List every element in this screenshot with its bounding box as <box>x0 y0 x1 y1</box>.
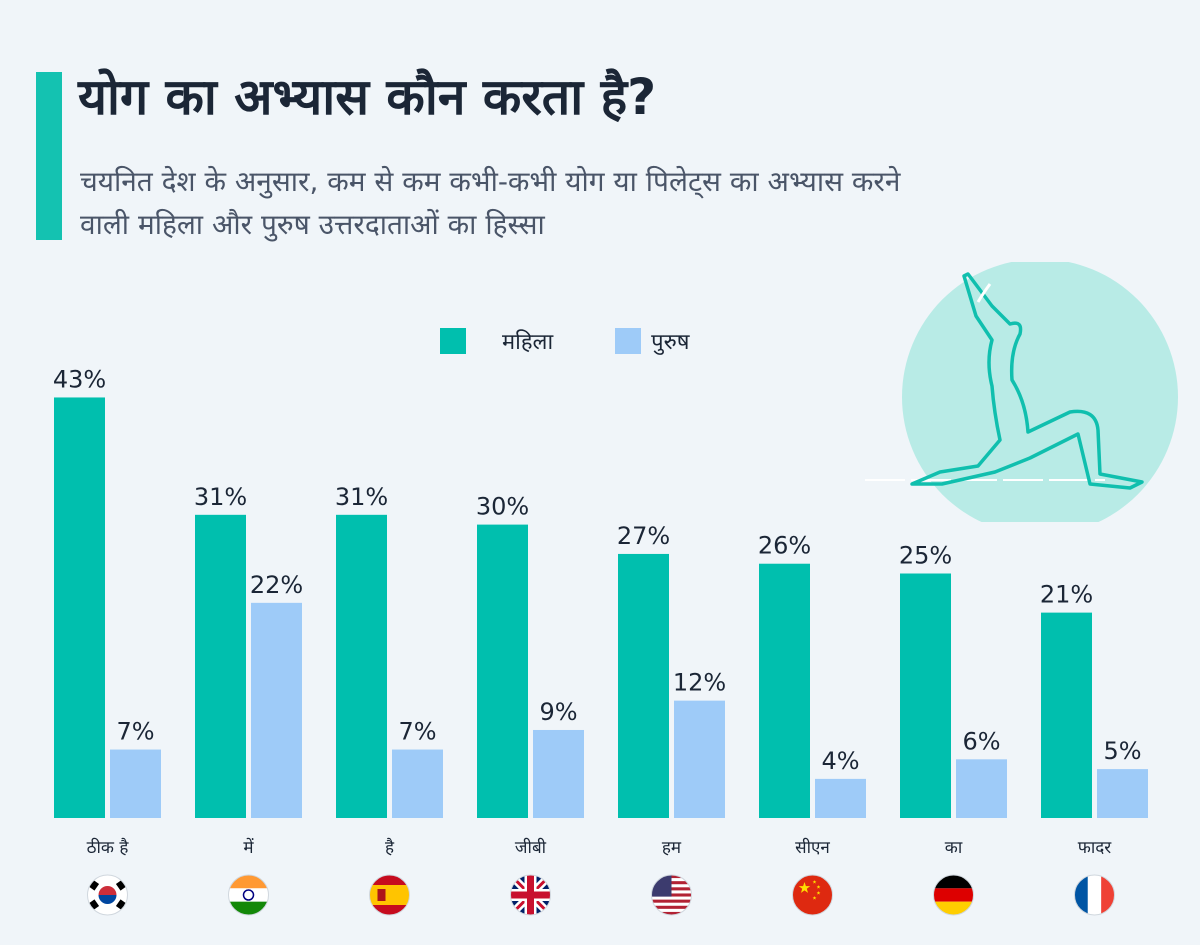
yoga-illustration <box>865 262 1178 522</box>
chart-title: योग का अभ्यास कौन करता है? <box>78 68 657 126</box>
accent-bar <box>36 72 62 240</box>
data-label-men-5: 4% <box>821 747 859 775</box>
bar-women-7 <box>1041 612 1092 818</box>
bar-men-3 <box>533 729 584 818</box>
illustration-circle <box>902 262 1178 522</box>
bar-women-6 <box>900 573 951 818</box>
legend-item-women: महिला <box>440 326 553 356</box>
spain-flag-icon <box>369 874 410 916</box>
category-label-6: का <box>945 838 963 858</box>
category-label-3: जीबी <box>515 837 547 858</box>
bar-men-0 <box>110 749 161 818</box>
germany-flag-icon <box>933 874 974 916</box>
bar-men-6 <box>956 759 1007 818</box>
data-label-men-4: 12% <box>673 669 726 697</box>
bar-women-2 <box>336 514 387 818</box>
data-label-men-6: 6% <box>962 727 1000 755</box>
bar-women-5 <box>759 563 810 818</box>
category-label-1: में <box>243 837 254 858</box>
data-label-men-0: 7% <box>116 718 154 746</box>
yoga-figure <box>910 272 1144 490</box>
legend-label-women: महिला <box>502 330 554 355</box>
data-label-men-1: 22% <box>250 571 303 599</box>
data-label-women-0: 43% <box>53 365 106 393</box>
data-label-women-1: 31% <box>194 483 247 511</box>
data-label-women-4: 27% <box>617 522 670 550</box>
bar-women-1 <box>195 514 246 818</box>
uk-flag-icon <box>510 874 551 916</box>
category-label-7: फादर <box>1078 838 1113 858</box>
category-label-4: हम <box>662 838 682 858</box>
usa-flag-icon <box>651 874 692 916</box>
legend: महिला पुरुष <box>440 326 752 356</box>
category-label-2: है <box>385 837 395 858</box>
bar-men-7 <box>1097 769 1148 818</box>
bar-women-0 <box>54 397 105 818</box>
data-label-men-2: 7% <box>398 718 436 746</box>
category-label-0: ठीक है <box>87 837 130 858</box>
legend-item-men: पुरुष <box>615 326 690 356</box>
category-label-5: सीएन <box>795 837 830 858</box>
data-label-men-7: 5% <box>1103 737 1141 765</box>
china-flag-icon <box>792 874 833 916</box>
legend-swatch-women <box>440 328 466 354</box>
bar-men-2 <box>392 749 443 818</box>
data-label-women-7: 21% <box>1040 581 1093 609</box>
data-label-women-3: 30% <box>476 493 529 521</box>
data-label-women-5: 26% <box>758 532 811 560</box>
data-label-women-2: 31% <box>335 483 388 511</box>
france-flag-icon <box>1074 874 1115 916</box>
legend-swatch-men <box>615 328 642 354</box>
bar-men-1 <box>251 602 302 818</box>
bar-women-4 <box>618 553 669 818</box>
bar-men-5 <box>815 778 866 818</box>
data-label-men-3: 9% <box>539 698 577 726</box>
legend-label-men: पुरुष <box>651 330 690 355</box>
india-flag-icon <box>228 874 269 916</box>
data-label-women-6: 25% <box>899 542 952 570</box>
south-korea-flag-icon <box>87 874 128 916</box>
chart-subtitle: चयनित देश के अनुसार, कम से कम कभी-कभी यो… <box>80 165 901 242</box>
bar-women-3 <box>477 524 528 818</box>
bar-men-4 <box>674 700 725 818</box>
